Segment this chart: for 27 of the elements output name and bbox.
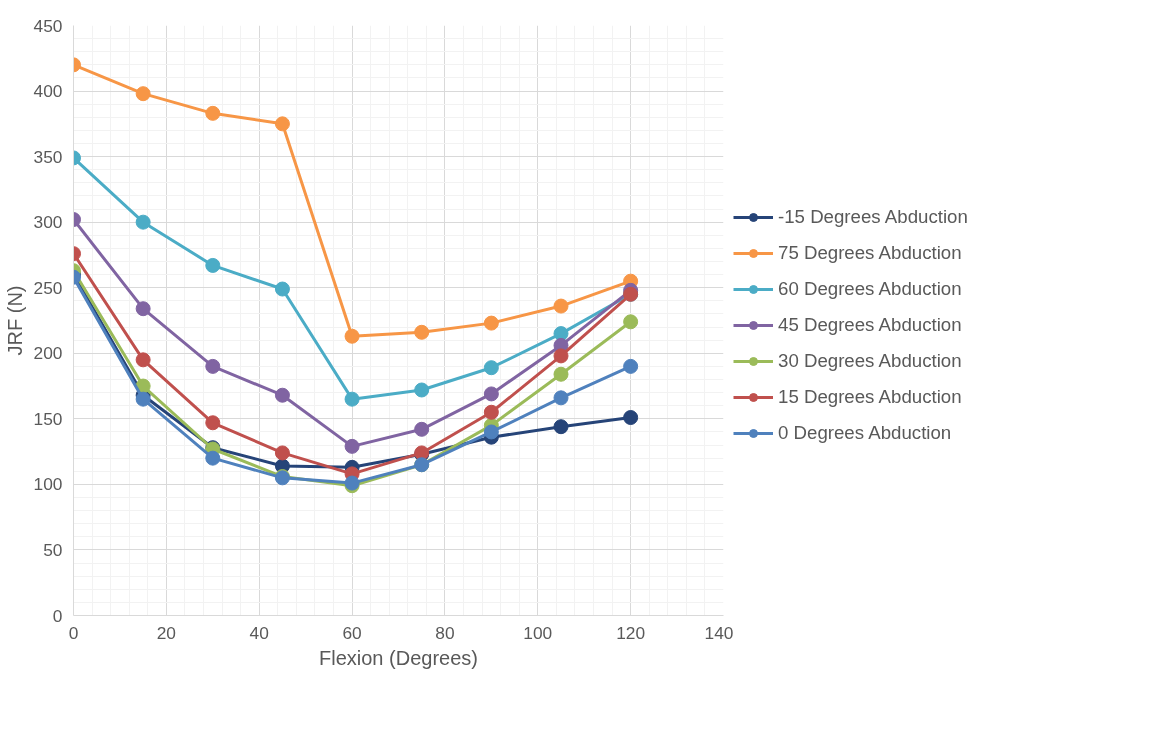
legend-label: -15 Degrees Abduction [778,205,968,228]
y-tick-label: 300 [33,212,63,233]
legend-label: 30 Degrees Abduction [778,349,962,372]
x-tick-label: 140 [704,622,734,643]
x-tick-label: 80 [435,622,455,643]
y-tick-label: 350 [33,146,63,167]
y-tick-label: 400 [33,81,63,102]
y-tick-label: 200 [33,343,63,364]
x-tick-label: 0 [68,622,79,643]
legend-label: 75 Degrees Abduction [778,241,962,264]
y-tick-label: 100 [33,474,63,495]
x-tick-label: 20 [156,622,176,643]
x-axis-title: Flexion (Degrees) [319,646,478,669]
x-tick-label: 60 [342,622,362,643]
x-tick-label: 40 [249,622,269,643]
y-tick-label: 0 [52,605,63,626]
y-tick-label: 450 [33,15,63,36]
x-tick-label: 120 [616,622,646,643]
y-tick-label: 250 [33,277,63,298]
y-tick-label: 150 [33,408,63,429]
y-axis-title: JRF (N) [3,285,26,356]
x-tick-label: 100 [523,622,553,643]
legend-label: 60 Degrees Abduction [778,277,962,300]
legend-label: 15 Degrees Abduction [778,385,962,408]
legend-label: 45 Degrees Abduction [778,313,962,336]
legend-label: 0 Degrees Abduction [778,421,952,444]
y-tick-label: 50 [43,539,63,560]
